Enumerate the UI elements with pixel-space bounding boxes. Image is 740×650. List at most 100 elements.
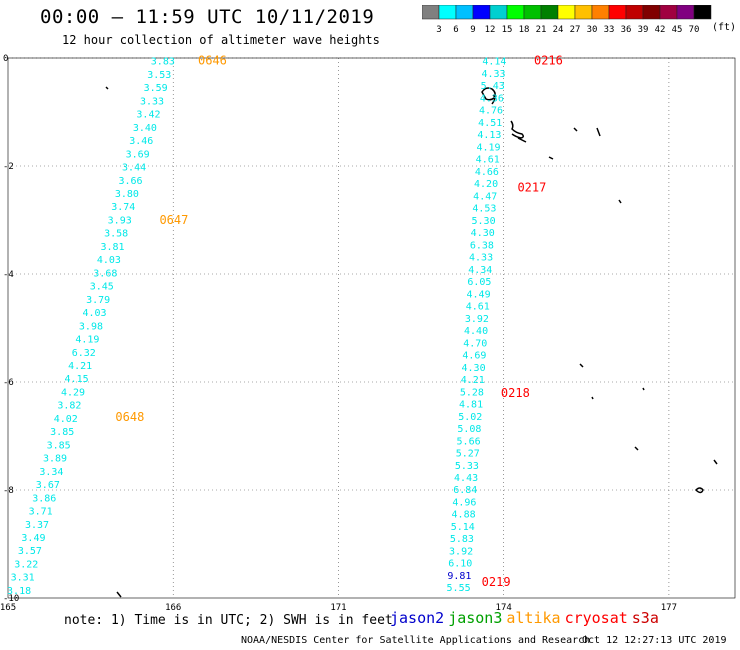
wave-height-value: 4.76 — [479, 106, 503, 117]
wave-height-value: 5.27 — [456, 449, 480, 460]
pass-time-label: 0219 — [482, 575, 511, 589]
wave-height-value: 3.67 — [36, 480, 60, 491]
wave-height-value: 3.42 — [136, 110, 160, 121]
color-scale-label: 18 — [519, 25, 530, 35]
wave-height-value: 3.45 — [90, 282, 114, 293]
wave-height-value: 4.30 — [471, 228, 495, 239]
axes: 165 166 171 174 177 0 -2 -4 -6 -8 -10 — [0, 54, 736, 610]
wave-height-value: 3.85 — [47, 440, 71, 451]
footer-note: note: 1) Time is in UTC; 2) SWH is in fe… — [64, 613, 393, 628]
island-outline — [510, 120, 525, 139]
wave-height-value: 4.33 — [482, 69, 506, 80]
wave-height-value: 3.98 — [79, 321, 103, 332]
wave-height-value: 3.57 — [18, 546, 42, 557]
wave-height-value: 3.53 — [147, 70, 171, 81]
wave-height-value: 3.80 — [115, 189, 139, 200]
wave-height-value: 4.14 — [482, 57, 506, 68]
wave-height-value: 3.31 — [11, 573, 35, 584]
map-subtitle: 12 hour collection of altimeter wave hei… — [62, 33, 380, 47]
wave-height-value: 4.40 — [464, 326, 488, 337]
wave-height-value: 4.61 — [476, 155, 500, 166]
island-outline — [491, 94, 496, 105]
island-outline — [481, 87, 496, 101]
wave-height-value: 4.19 — [477, 142, 501, 153]
island-outline — [517, 137, 527, 143]
generation-timestamp: Oct 12 12:27:13 UTC 2019 — [582, 635, 727, 646]
wave-height-value: 4.33 — [469, 253, 493, 264]
wave-height-value: 4.96 — [452, 497, 476, 508]
pass-time-label: 0646 — [198, 54, 227, 68]
wave-height-value: 4.15 — [65, 374, 89, 385]
color-scale-label: 9 — [470, 25, 475, 35]
credit-line: NOAA/NESDIS Center for Satellite Applica… — [241, 635, 591, 646]
wave-height-value: 5.66 — [457, 436, 481, 447]
altimeter-tracks: 3.83 3.53 3.59 3.33 3.42 3.40 3.46 3.69 3.44 3.66… — [7, 54, 563, 597]
color-scale-label: 27 — [570, 25, 581, 35]
legend-entry-jason2: jason2 — [390, 609, 445, 627]
wave-height-value: 3.71 — [29, 507, 53, 518]
color-scale-label: 33 — [604, 25, 615, 35]
longitude-tick-label: 174 — [496, 603, 512, 610]
wave-height-value: 3.22 — [14, 559, 38, 570]
wave-height-value: 5.30 — [472, 216, 496, 227]
wave-height-value: 3.33 — [140, 96, 164, 107]
wave-height-value: 4.21 — [68, 361, 92, 372]
wave-height-value: 3.85 — [50, 427, 74, 438]
wave-height-value: 3.46 — [129, 136, 153, 147]
latitude-tick-label: -4 — [3, 270, 14, 280]
legend-entry-jason3: jason3 — [448, 609, 503, 627]
wave-height-value: 4.47 — [473, 191, 497, 202]
wave-height-value: 4.70 — [463, 338, 487, 349]
color-scale-label: 30 — [587, 25, 598, 35]
wave-height-value: 3.44 — [122, 163, 146, 174]
color-scale-label: 24 — [553, 25, 564, 35]
island-outline — [713, 459, 718, 465]
color-scale-label: 15 — [502, 25, 513, 35]
legend-entry-cryosat: cryosat — [564, 609, 628, 627]
color-scale-label: 70 — [689, 25, 700, 35]
wave-height-value: 4.30 — [462, 363, 486, 374]
wave-height-value: 4.03 — [97, 255, 121, 266]
wave-height-value: 3.69 — [126, 149, 150, 160]
island-outline — [642, 387, 645, 391]
wave-height-value: 3.59 — [144, 83, 168, 94]
wave-height-value: 6.10 — [448, 559, 472, 570]
wave-height-value: 3.89 — [43, 454, 67, 465]
wave-height-value: 4.43 — [454, 473, 478, 484]
color-scale-label: 21 — [536, 25, 547, 35]
wave-height-value: 6.84 — [453, 485, 477, 496]
latitude-tick-label: -8 — [3, 486, 14, 496]
wave-height-value: 4.20 — [474, 179, 498, 190]
wave-height-value: 3.81 — [100, 242, 124, 253]
wave-height-value: 4.21 — [461, 375, 485, 386]
legend-entry-s3a: s3a — [631, 609, 659, 627]
wave-height-value: 5.28 — [460, 387, 484, 398]
latitude-tick-label: 0 — [3, 54, 8, 64]
color-scale-label: 36 — [621, 25, 632, 35]
wave-height-value: 3.86 — [32, 493, 56, 504]
latitude-tick-label: -10 — [3, 594, 19, 604]
latitude-tick-label: -2 — [3, 162, 14, 172]
longitude-tick-label: 177 — [661, 603, 677, 610]
color-scale-label: 42 — [655, 25, 666, 35]
island-outline — [591, 396, 594, 400]
legend-entry-altika: altika — [506, 609, 561, 627]
graticule — [8, 57, 735, 598]
longitude-tick-label: 171 — [330, 603, 346, 610]
wave-height-value: 3.58 — [104, 229, 128, 240]
satellite-legend: jason2 jason3 altika cryosat s3a — [390, 609, 663, 627]
island-outline — [694, 487, 704, 494]
island-outline — [573, 127, 578, 132]
pass-time-label: 0216 — [534, 54, 563, 68]
wave-height-value: 5.83 — [450, 534, 474, 545]
wave-height-value: 4.61 — [466, 302, 490, 313]
island-outline — [596, 127, 601, 137]
land-outlines — [105, 86, 718, 598]
color-scale-unit: (ft) — [712, 22, 737, 33]
longitude-tick-label: 166 — [165, 603, 181, 610]
wave-height-value: 6.05 — [467, 277, 491, 288]
pass-time-label: 0217 — [517, 181, 546, 195]
wave-height-value: 4.49 — [467, 289, 491, 300]
map-plot: 165 166 171 174 177 0 -2 -4 -6 -8 -10 3.83 3.53 3.59… — [0, 54, 736, 610]
wave-height-value: 4.51 — [478, 118, 502, 129]
